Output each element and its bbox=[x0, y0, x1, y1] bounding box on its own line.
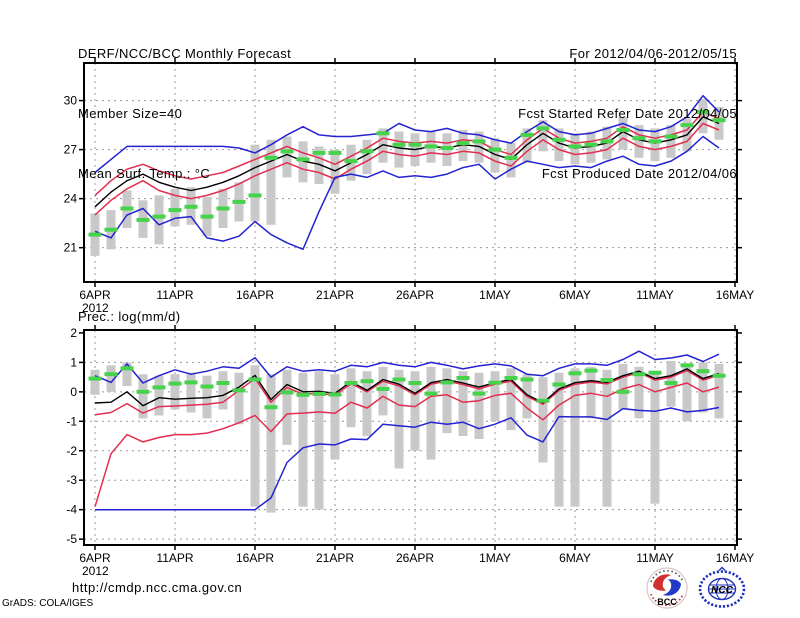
svg-text:26APR: 26APR bbox=[396, 551, 434, 565]
refer-date-label: Fcst Started Refer Date 2012/04/05 bbox=[518, 106, 737, 121]
svg-text:-5: -5 bbox=[66, 532, 77, 546]
svg-text:2012: 2012 bbox=[82, 564, 109, 578]
svg-text:24: 24 bbox=[64, 192, 78, 206]
svg-text:-1: -1 bbox=[66, 414, 77, 428]
svg-text:-2: -2 bbox=[66, 444, 77, 458]
svg-text:2: 2 bbox=[70, 326, 77, 340]
svg-text:1MAY: 1MAY bbox=[479, 288, 511, 302]
svg-text:16APR: 16APR bbox=[236, 288, 274, 302]
svg-text:11MAY: 11MAY bbox=[636, 551, 674, 565]
svg-text:11APR: 11APR bbox=[156, 551, 193, 565]
member-spread-bars bbox=[90, 360, 724, 513]
svg-text:1MAY: 1MAY bbox=[479, 551, 511, 565]
x-axis-labels: 6APR 11APR 16APR 21APR 26APR 1MAY 6MAY 11MAY 16M… bbox=[79, 551, 754, 578]
plot-frame bbox=[83, 329, 738, 546]
svg-text:6MAY: 6MAY bbox=[559, 551, 591, 565]
y-axis-labels: 21 24 27 30 bbox=[64, 94, 78, 255]
svg-text:16MAY: 16MAY bbox=[716, 288, 754, 302]
svg-text:6APR: 6APR bbox=[79, 288, 111, 302]
series-min-line bbox=[94, 135, 720, 251]
svg-text:-3: -3 bbox=[66, 473, 77, 487]
series-lower-spread-line bbox=[94, 382, 720, 507]
svg-text:30: 30 bbox=[64, 94, 78, 108]
svg-text:0: 0 bbox=[70, 385, 77, 399]
svg-text:11APR: 11APR bbox=[156, 288, 193, 302]
svg-text:21APR: 21APR bbox=[316, 551, 354, 565]
svg-text:27: 27 bbox=[64, 143, 78, 157]
bcc-logo-label: BCC bbox=[657, 597, 677, 607]
x-axis-labels: 6APR 11APR 16APR 21APR 26APR 1MAY 6MAY 11MAY 16M… bbox=[79, 288, 754, 315]
series-upper-spread-line bbox=[94, 111, 720, 196]
plot-title: DERF/NCC/BCC Monthly Forecast bbox=[78, 46, 292, 61]
header-left: DERF/NCC/BCC Monthly Forecast Member Siz… bbox=[78, 4, 291, 224]
svg-text:-4: -4 bbox=[66, 503, 77, 517]
grads-credit: GrADS: COLA/IGES bbox=[2, 598, 94, 609]
svg-text:11MAY: 11MAY bbox=[636, 288, 674, 302]
surface-temperature-chart: 6APR 11APR 16APR 21APR 26APR 1MAY 6MAY 11MAY 16M… bbox=[64, 58, 754, 315]
series-lower-spread-line bbox=[94, 122, 720, 216]
temp-chart-title: Mean Surf. Temp.: °C bbox=[78, 166, 211, 181]
svg-text:6APR: 6APR bbox=[79, 551, 111, 565]
svg-text:21APR: 21APR bbox=[316, 288, 354, 302]
series-min-line bbox=[95, 406, 720, 511]
y-axis-labels: -5 -4 -3 -2 -1 0 1 2 bbox=[66, 326, 77, 546]
obs-dashes bbox=[88, 363, 726, 410]
series-mean-line bbox=[94, 116, 720, 208]
bcc-logo: BCC bbox=[646, 567, 688, 609]
svg-text:21: 21 bbox=[64, 241, 78, 255]
svg-text:6MAY: 6MAY bbox=[559, 288, 591, 302]
prec-chart-title: Prec.: log(mm/d) bbox=[78, 309, 181, 324]
member-size-label: Member Size=40 bbox=[78, 106, 183, 121]
svg-text:26APR: 26APR bbox=[396, 288, 434, 302]
forecast-range-label: For 2012/04/06-2012/05/15 bbox=[569, 46, 737, 61]
svg-text:16MAY: 16MAY bbox=[716, 551, 754, 565]
series-max-line bbox=[94, 350, 720, 384]
svg-text:2012: 2012 bbox=[82, 301, 109, 315]
series-max-line bbox=[94, 94, 720, 174]
precipitation-chart: 6APR 11APR 16APR 21APR 26APR 1MAY 6MAY 11MAY 16M… bbox=[66, 325, 754, 578]
obs-dashes bbox=[88, 110, 726, 237]
ncc-logo-label: NCC bbox=[711, 585, 733, 596]
svg-text:16APR: 16APR bbox=[236, 551, 274, 565]
svg-text:1: 1 bbox=[70, 355, 77, 369]
produced-date-label: Fcst Produced Date 2012/04/06 bbox=[541, 166, 737, 181]
source-url: http://cmdp.ncc.cma.gov.cn bbox=[72, 580, 243, 595]
series-upper-spread-line bbox=[94, 369, 720, 416]
ncc-logo: NCC bbox=[698, 566, 746, 608]
series-mean-line bbox=[94, 368, 720, 407]
plot-frame bbox=[83, 62, 738, 283]
header-right: For 2012/04/06-2012/05/15 Fcst Started R… bbox=[518, 4, 737, 224]
